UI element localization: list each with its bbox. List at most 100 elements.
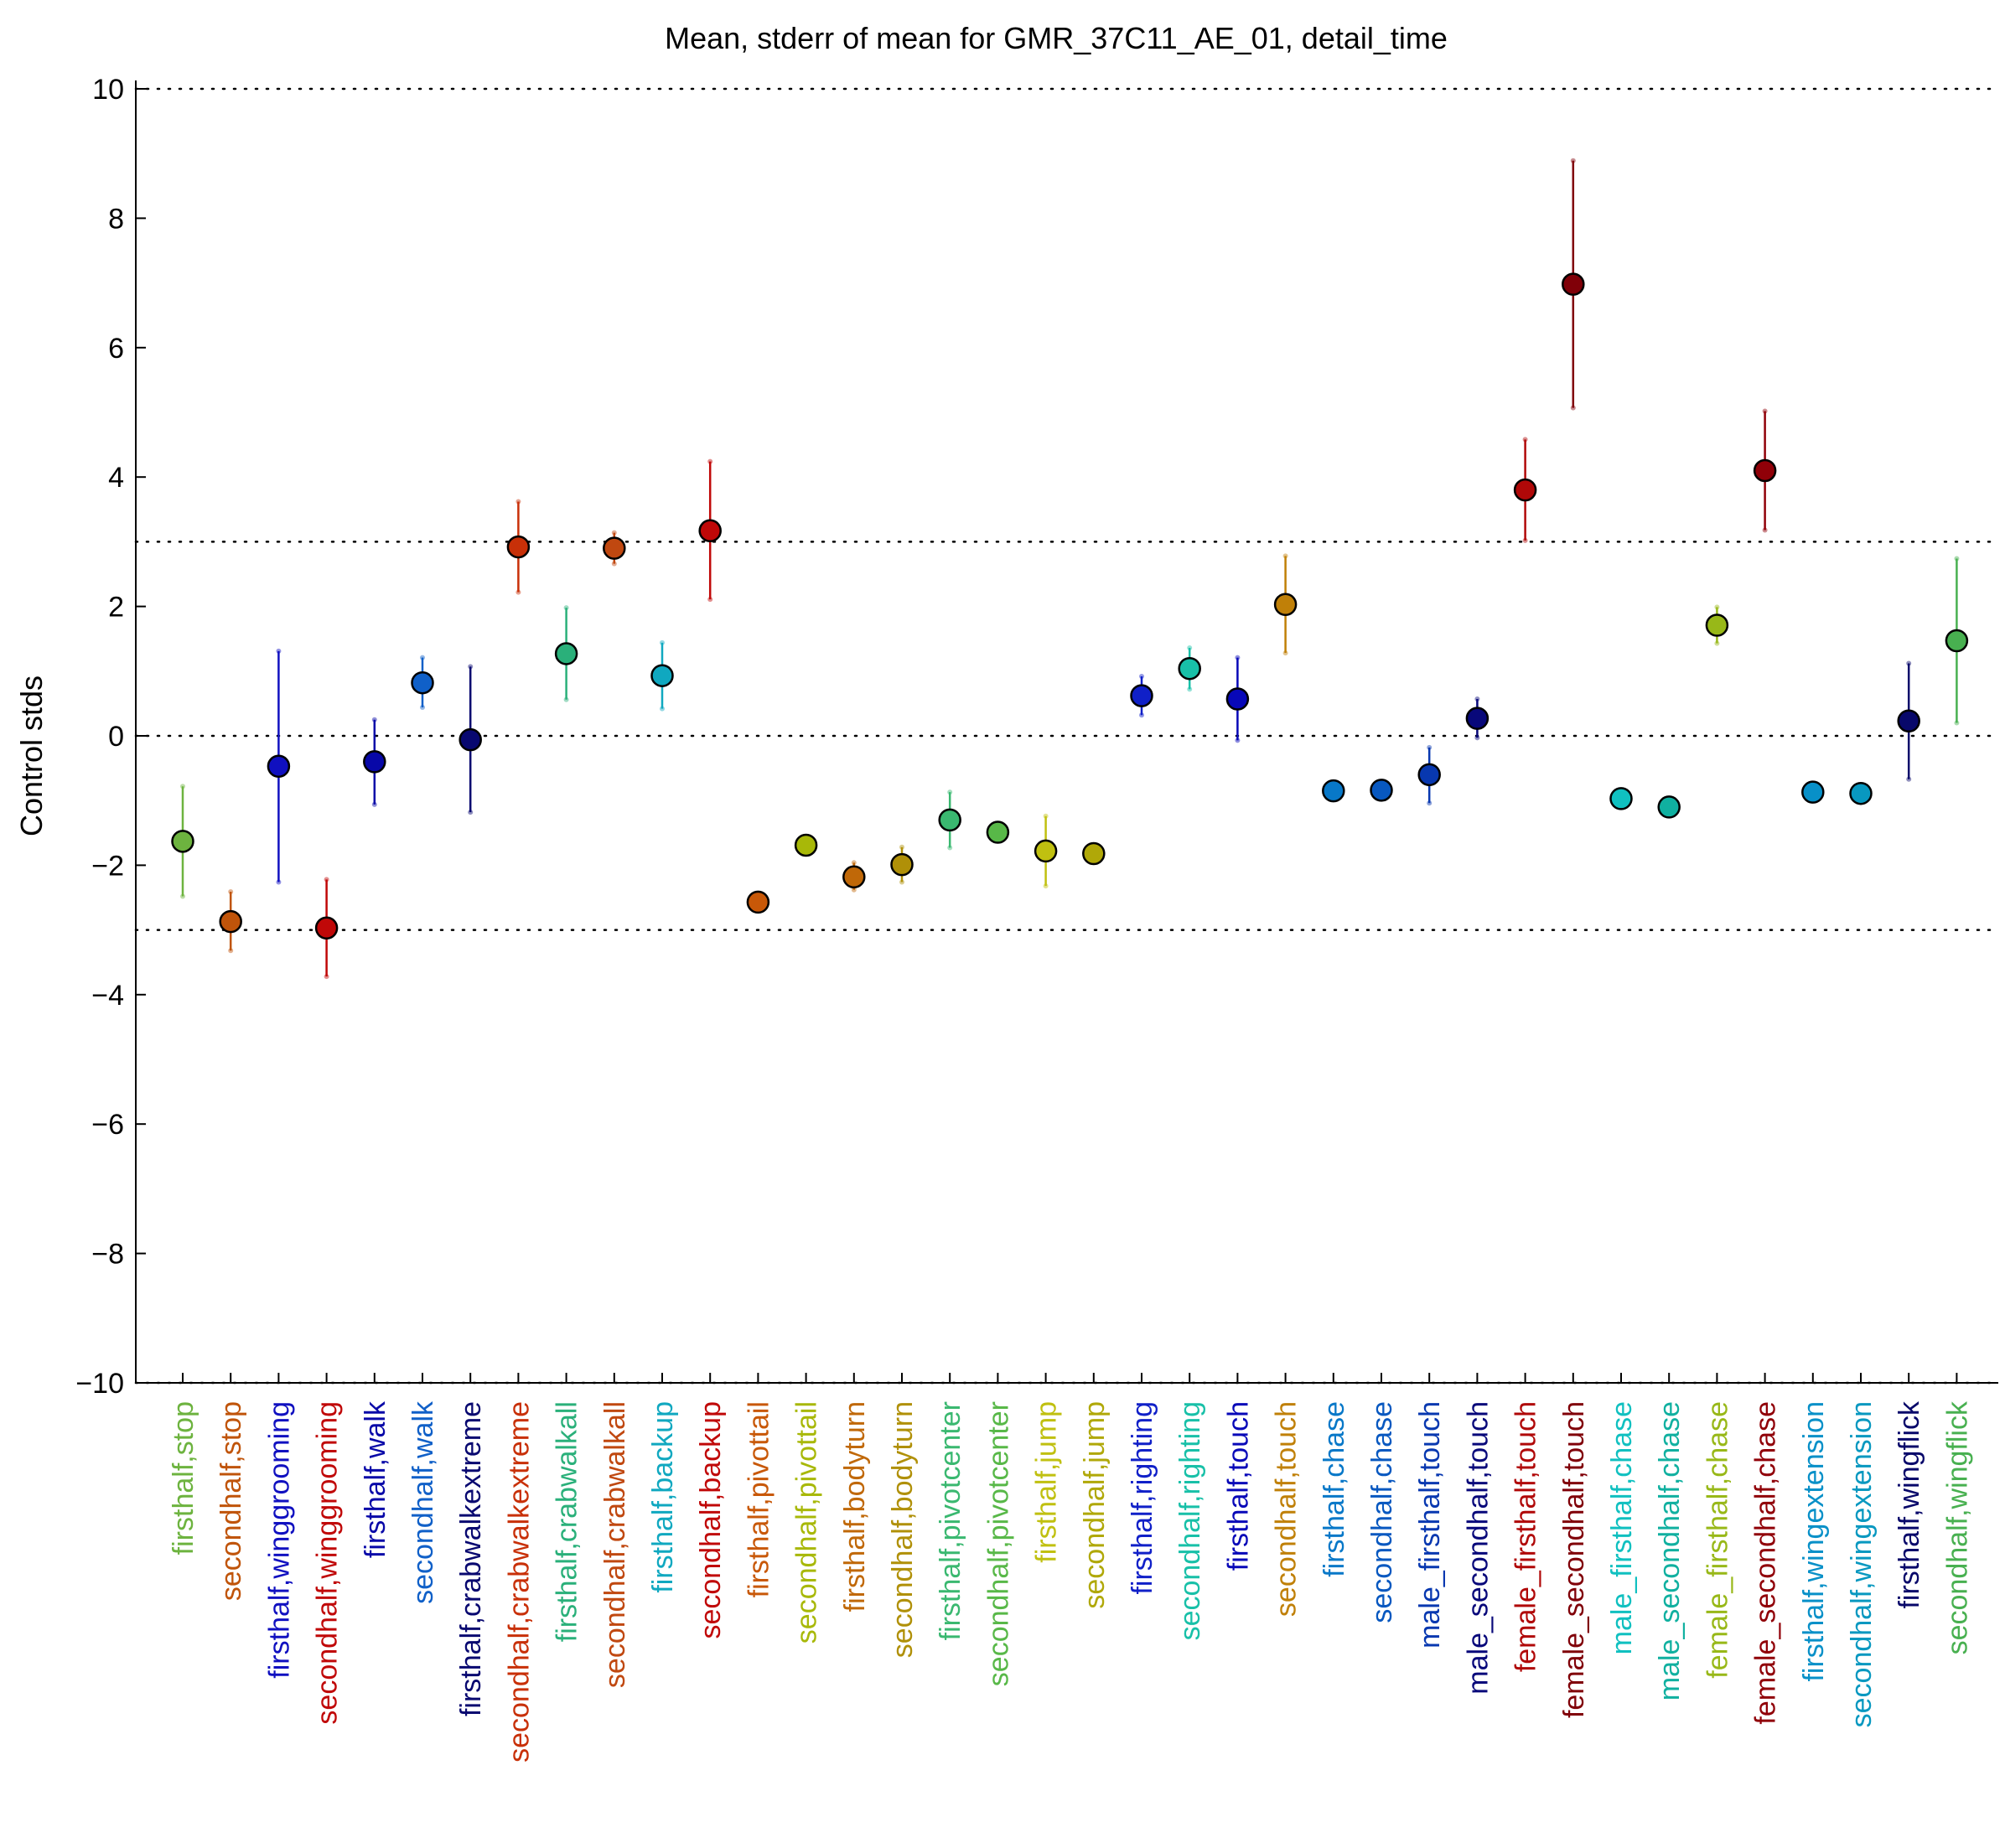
error-bar-cap (276, 648, 282, 654)
y-tick-label: −2 (91, 850, 124, 882)
mean-point (219, 909, 242, 934)
error-bar-cap (1954, 556, 1960, 562)
error-bar-cap (371, 801, 377, 807)
x-tick-label: firsthalf,pivotcenter (935, 1401, 966, 1640)
error-bar-cap (371, 717, 377, 722)
error-bar-cap (228, 948, 234, 954)
error-bar-cap (324, 877, 329, 883)
error-bar-cap (563, 696, 569, 702)
mean-point (890, 852, 914, 877)
mean-point (1513, 478, 1537, 502)
mean-point (842, 865, 866, 889)
mean-point (1753, 458, 1777, 483)
error-bar-cap (1474, 735, 1480, 741)
error-bar-cap (1762, 527, 1768, 533)
error-bar-cap (1043, 883, 1049, 889)
mean-point (1322, 779, 1345, 803)
error-bar-cap (1139, 673, 1144, 679)
error-bar-cap (1139, 712, 1144, 718)
y-tick-label: 10 (92, 74, 124, 106)
error-bar-cap (228, 889, 234, 895)
mean-point (698, 519, 722, 543)
mean-point (938, 808, 961, 832)
x-tick-label: male_firsthalf,touch (1414, 1401, 1446, 1649)
mean-point (1225, 687, 1250, 711)
mean-point (411, 670, 434, 695)
x-tick-label: firsthalf,crabwalkall (552, 1401, 583, 1642)
mean-point (1417, 763, 1441, 787)
x-tick-label: firsthalf,bodyturn (839, 1401, 871, 1612)
y-axis-label: Control stds (14, 676, 49, 836)
error-bar-cap (1714, 640, 1720, 646)
mean-point (363, 750, 386, 774)
x-tick-label: secondhalf,pivotcenter (982, 1401, 1014, 1686)
error-bar-cap (660, 639, 665, 645)
error-bar-cap (1762, 408, 1768, 414)
x-tick-label: secondhalf,wingextension (1846, 1401, 1878, 1727)
error-bar-cap (947, 845, 953, 851)
mean-point (1801, 780, 1825, 804)
mean-point (746, 890, 770, 914)
mean-point (1945, 629, 1969, 653)
error-bar-cap (1235, 738, 1241, 743)
error-bar-cap (947, 789, 953, 795)
x-tick-label: secondhalf,winggrooming (312, 1401, 344, 1725)
x-tick-label: firsthalf,pivottail (743, 1401, 775, 1597)
mean-point (506, 535, 531, 559)
error-bar-cap (468, 810, 474, 815)
x-tick-label: firsthalf,crabwalkextreme (455, 1401, 487, 1716)
error-bar-cap (420, 705, 425, 711)
y-tick-label: −10 (75, 1368, 124, 1400)
error-bar-cap (276, 879, 282, 885)
error-bar-cap (1714, 604, 1720, 610)
mean-point (1465, 707, 1490, 730)
chart-title: Mean, stderr of mean for GMR_37C11_AE_01… (665, 21, 1448, 55)
error-bar-cap (611, 561, 617, 567)
y-tick-label: 2 (108, 592, 124, 624)
mean-point (1849, 781, 1873, 805)
x-tick-label: male_secondhalf,touch (1462, 1401, 1494, 1695)
error-bar-cap (515, 589, 521, 595)
mean-point (1273, 593, 1298, 617)
error-bar-cap (1906, 776, 1912, 782)
x-tick-label: firsthalf,backup (647, 1401, 679, 1593)
y-tick-label: 8 (108, 203, 124, 235)
x-tick-label: female_firsthalf,touch (1510, 1401, 1542, 1672)
mean-point (459, 727, 482, 752)
mean-point (1562, 272, 1585, 296)
x-tick-label: female_secondhalf,touch (1558, 1401, 1590, 1718)
x-tick-label: female_firsthalf,chase (1702, 1401, 1733, 1679)
error-bar-cap (1043, 813, 1049, 819)
x-tick-label: secondhalf,backup (695, 1401, 727, 1639)
mean-point (554, 642, 578, 665)
mean-point (794, 833, 818, 857)
y-tick-label: −6 (91, 1109, 124, 1141)
mean-point (314, 916, 339, 940)
y-tick-label: −4 (91, 980, 124, 1012)
error-bar-cap (1427, 744, 1433, 750)
error-bar-cap (563, 605, 569, 611)
error-bar-cap (1570, 158, 1576, 163)
error-bar-cap (851, 887, 857, 893)
error-bar-cap (1282, 553, 1288, 559)
error-bar-cap (851, 860, 857, 866)
x-tick-label: male_secondhalf,chase (1654, 1401, 1686, 1700)
x-tick-label: secondhalf,touch (1271, 1401, 1303, 1617)
x-tick-label: firsthalf,wingflick (1894, 1400, 1925, 1609)
mean-point (1657, 795, 1681, 819)
x-tick-label: secondhalf,crabwalkextreme (503, 1401, 535, 1763)
y-tick-label: 0 (108, 721, 124, 753)
x-tick-label: male_firsthalf,chase (1606, 1401, 1638, 1654)
error-bar-cap (611, 530, 617, 536)
plot-area: −10 −8 −6 −4 −2 0 2 4 6 8 10 firsthalf,stop secondha… (75, 74, 2000, 1763)
x-tick-label: secondhalf,stop (215, 1401, 247, 1601)
error-bar-cap (899, 879, 904, 885)
x-tick-label: firsthalf,stop (168, 1401, 199, 1555)
y-tick-label: 6 (108, 333, 124, 365)
error-bar-cap (180, 893, 185, 899)
mean-point (171, 830, 194, 853)
x-tick-label: secondhalf,wingflick (1941, 1400, 1973, 1654)
mean-point (1034, 839, 1058, 863)
error-bar-cap (1474, 696, 1480, 701)
